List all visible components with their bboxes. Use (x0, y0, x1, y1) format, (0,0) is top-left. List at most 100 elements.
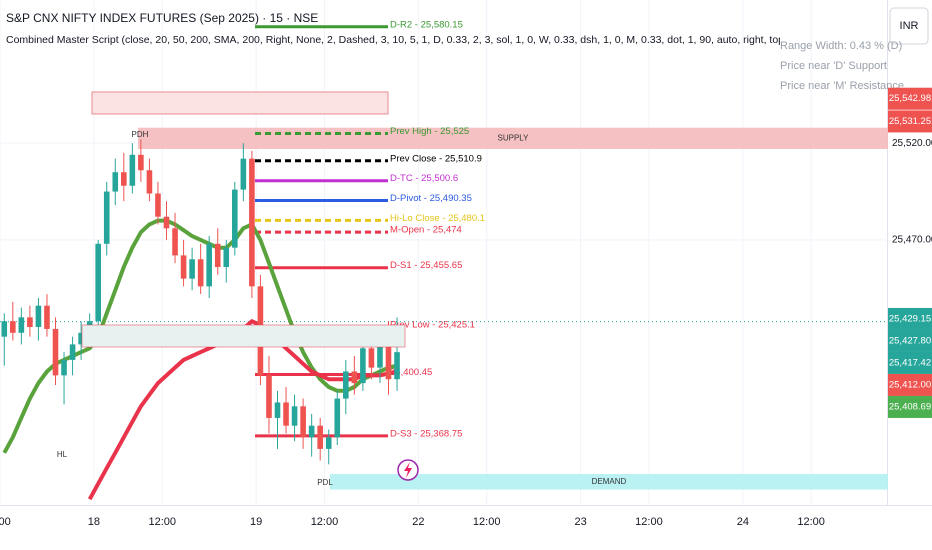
candle-body (232, 189, 238, 248)
candle-body (249, 158, 255, 287)
candle-body (394, 352, 400, 380)
candle-body (291, 406, 298, 426)
candle-body (44, 305, 50, 329)
price-tag-label: 25,531.25 (889, 116, 931, 127)
price-tag (888, 329, 932, 352)
candle-body (343, 371, 349, 399)
candle-body (146, 170, 153, 194)
currency[interactable]: INR (900, 20, 919, 32)
price-tag-label: 25,427.80 (889, 335, 931, 346)
candle-body (325, 437, 332, 449)
price-tag (888, 351, 932, 374)
price-tag-label: 25,412.00 (889, 379, 931, 390)
level-label: Hi-Lo Close - 25,480.1 (390, 213, 485, 224)
candle-body (27, 317, 33, 327)
price-tag-label: 25,429.15 (889, 313, 931, 324)
candle-body (103, 191, 110, 244)
candle-body (223, 247, 230, 268)
level-label: Prev Low - 25,425.1 (390, 319, 475, 330)
marker-label: HL (57, 450, 68, 459)
zone-label: SUPPLY (498, 133, 530, 142)
candle-body (214, 243, 221, 268)
candle-body (377, 336, 383, 368)
x-tick-label: 12:00 (473, 516, 501, 528)
candle-body (334, 398, 341, 438)
candle-body (1, 321, 8, 337)
x-tick-label: 24 (737, 516, 749, 528)
candle-body (35, 305, 42, 327)
x-tick-label: 12:00 (311, 516, 339, 528)
price-tag (888, 307, 932, 330)
plot: SUPPLY DEMAND D-R2 - 25,580.15 Prev High - … (0, 0, 888, 505)
marker-label: PDL (317, 478, 333, 487)
price-tag (888, 87, 932, 110)
lightning (404, 462, 412, 478)
price-tag (888, 395, 932, 418)
x-tick-label: 18 (88, 516, 100, 528)
candle-body (138, 154, 144, 171)
candle-body (385, 336, 392, 380)
candle-body (129, 154, 136, 186)
zone-label: DEMAND (592, 477, 627, 486)
zone (330, 474, 888, 490)
moving-average (2, 218, 398, 454)
x-tick-label: 23 (574, 516, 586, 528)
candle-body (155, 193, 161, 217)
level-label: D-R2 - 25,580.15 (390, 19, 463, 30)
marker-label: PDH (132, 130, 149, 139)
candle-body (95, 243, 101, 322)
range-box (81, 324, 406, 348)
info-text: Range Width: 0.43 % (D) (780, 40, 902, 52)
candle-body (78, 332, 84, 345)
price-tag (888, 110, 932, 133)
candle-body (18, 317, 25, 333)
candle-body (61, 359, 67, 376)
candle-body (283, 402, 289, 426)
candle-body (189, 259, 195, 279)
candle-body (351, 371, 358, 384)
candle-body (360, 348, 366, 384)
indicator-label: Combined Master Script (close, 20, 50, 2… (6, 34, 932, 46)
candle-body (240, 158, 247, 190)
price-tag-label: 25,542.98 (889, 93, 931, 104)
range-box (91, 91, 389, 115)
x-tick-label: 12:00 (148, 516, 176, 528)
candle-body (69, 344, 76, 360)
candle-body (300, 406, 306, 438)
y-tick-label: 25,470.00 (892, 235, 932, 246)
candle-body (317, 425, 323, 449)
price-tag (888, 373, 932, 396)
currency-box[interactable] (889, 7, 929, 45)
candle-body (180, 255, 187, 279)
candle-body (266, 375, 272, 418)
candle-body (197, 259, 204, 287)
candle-body (274, 402, 281, 418)
x-tick-label: 19 (250, 516, 262, 528)
x-tick-label: 12:00 (797, 516, 825, 528)
x-tick-label: 22 (412, 516, 424, 528)
level-label: D-TC - 25,500.6 (390, 173, 458, 184)
price-tag-label: 25,417.42 (889, 357, 931, 368)
level-label: 25,400.45 (390, 367, 432, 378)
symbol-title: S&P CNX NIFTY INDEX FUTURES (Sep 2025) ·… (6, 11, 318, 25)
candle-body (206, 243, 212, 287)
level-label: D-S1 - 25,455.65 (390, 260, 462, 271)
candle-body (112, 172, 119, 192)
level-label: M-Open - 25,474 (390, 225, 462, 236)
candle-body (368, 348, 375, 368)
candle-body (52, 328, 59, 376)
x-tick-label: 12:00 (635, 516, 663, 528)
candle-body (121, 172, 127, 186)
info-text: Price near 'M' Resistance (780, 80, 904, 92)
candle-body (308, 425, 315, 438)
x-tick-label: 0:00 (0, 516, 11, 528)
level-label: D-S3 - 25,368.75 (390, 428, 462, 439)
info-text: Price near 'D' Support (780, 60, 887, 72)
candle-body (10, 321, 16, 333)
level-label: Prev Close - 25,510.9 (390, 153, 482, 164)
level-label: D-Pivot - 25,490.35 (390, 193, 472, 204)
y-tick-label: 25,520.00 (892, 138, 932, 149)
level-label: Prev High - 25,525 (390, 126, 469, 137)
